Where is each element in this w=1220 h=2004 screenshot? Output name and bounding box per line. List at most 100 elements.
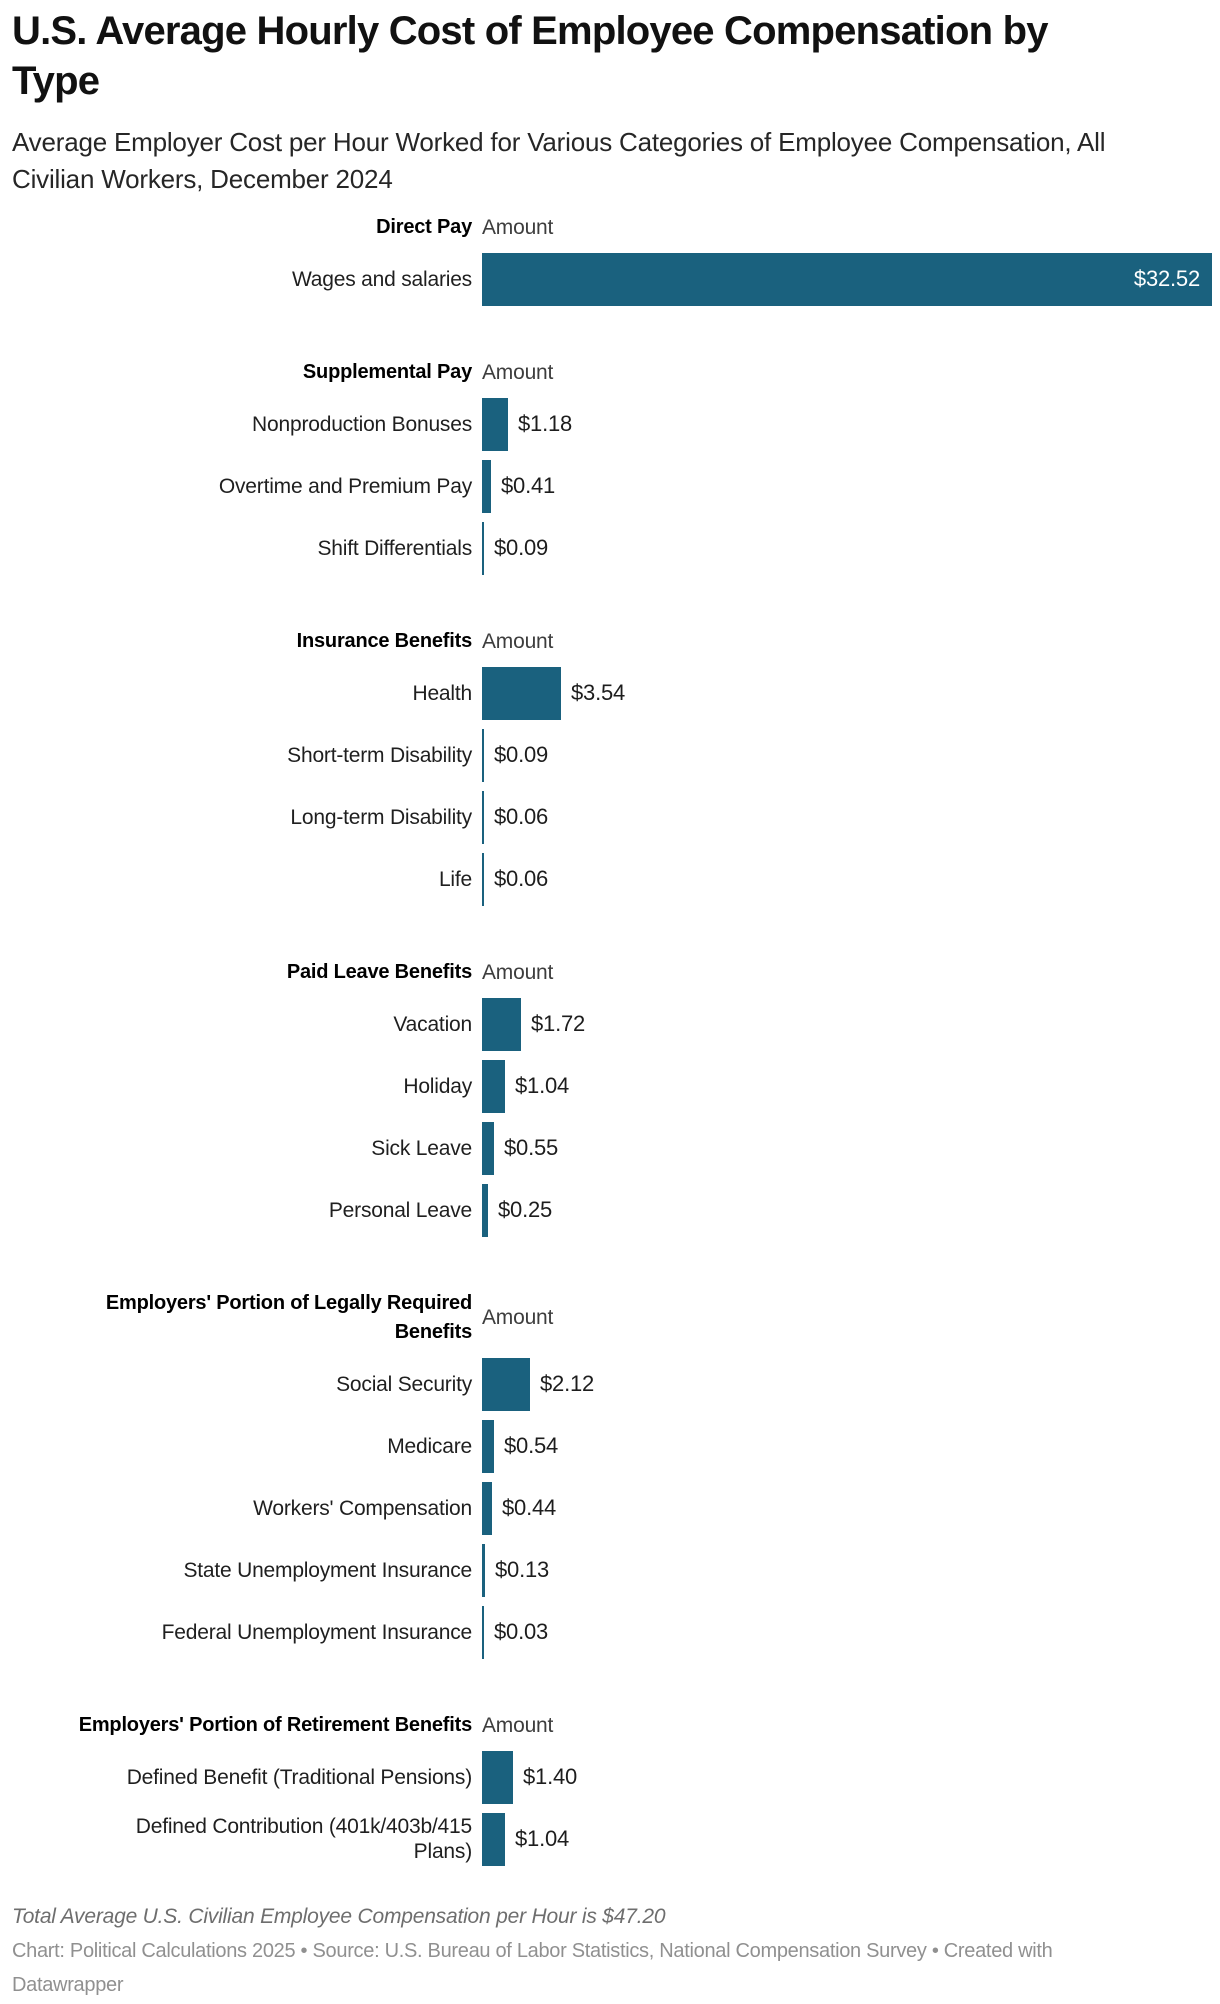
row-label: Defined Benefit (Traditional Pensions) xyxy=(126,1765,473,1789)
group-header-row: Employers' Portion of Legally Required B… xyxy=(0,1289,1220,1347)
value-label: $0.41 xyxy=(501,473,556,498)
group-header: Paid Leave Benefits xyxy=(286,961,472,983)
row-label: Holiday xyxy=(403,1074,472,1098)
value-label: $0.13 xyxy=(495,1557,550,1582)
bar-row: Federal Unemployment Insurance $0.03 xyxy=(0,1601,1220,1663)
group-header-row: Supplemental Pay Amount xyxy=(0,358,1220,387)
bar xyxy=(482,1183,488,1237)
row-label: Shift Differentials xyxy=(317,536,472,560)
bar xyxy=(482,666,561,720)
value-label: $0.09 xyxy=(494,742,549,767)
bar xyxy=(482,1750,513,1804)
bar-row: Wages and salaries $32.52 xyxy=(0,248,1220,310)
group-header: Employers' Portion of Legally Required B… xyxy=(105,1292,472,1343)
group-header: Supplemental Pay xyxy=(302,361,472,383)
row-label: Personal Leave xyxy=(328,1198,472,1222)
bar-area: $0.41 xyxy=(482,459,1220,513)
bar-area: $0.13 xyxy=(482,1543,1220,1597)
row-label: Health xyxy=(412,681,472,705)
bar-area: $0.44 xyxy=(482,1481,1220,1535)
value-label: $0.03 xyxy=(494,1619,549,1644)
bar-row: Holiday $1.04 xyxy=(0,1055,1220,1117)
group-header-row: Employers' Portion of Retirement Benefit… xyxy=(0,1711,1220,1740)
bar-area: $0.54 xyxy=(482,1419,1220,1473)
bar-row: Nonproduction Bonuses $1.18 xyxy=(0,393,1220,455)
value-label: $1.04 xyxy=(515,1826,570,1851)
row-label: State Unemployment Insurance xyxy=(183,1558,472,1582)
value-label: $0.09 xyxy=(494,535,549,560)
bar-area: $0.09 xyxy=(482,728,1220,782)
bar-row: State Unemployment Insurance $0.13 xyxy=(0,1539,1220,1601)
row-label: Defined Contribution (401k/403b/415 Plan… xyxy=(135,1815,472,1863)
bar-row: Sick Leave $0.55 xyxy=(0,1117,1220,1179)
bar xyxy=(482,1059,505,1113)
bar-area: $0.03 xyxy=(482,1605,1220,1659)
chart-subtitle: Average Employer Cost per Hour Worked fo… xyxy=(12,127,1106,194)
value-label: $0.06 xyxy=(494,866,549,891)
amount-column-header: Amount xyxy=(482,360,554,384)
value-label: $1.72 xyxy=(531,1011,586,1036)
bar-area: $1.72 xyxy=(482,997,1220,1051)
value-label: $0.55 xyxy=(504,1135,559,1160)
row-label: Workers' Compensation xyxy=(253,1496,472,1520)
bar xyxy=(482,521,484,575)
bar-area: $0.25 xyxy=(482,1183,1220,1237)
value-label: $1.40 xyxy=(523,1764,578,1789)
bar-area: $1.04 xyxy=(482,1812,1220,1866)
bar-area: $0.55 xyxy=(482,1121,1220,1175)
chart-group: Supplemental Pay Amount Nonproduction Bonu… xyxy=(0,358,1220,579)
chart-group: Employers' Portion of Retirement Benefit… xyxy=(0,1711,1220,1870)
bar-row: Short-term Disability $0.09 xyxy=(0,724,1220,786)
bar xyxy=(482,1543,485,1597)
bar xyxy=(482,1357,530,1411)
total-note: Total Average U.S. Civilian Employee Com… xyxy=(12,1905,666,1928)
row-label: Wages and salaries xyxy=(291,267,472,291)
bar xyxy=(482,1481,492,1535)
row-label: Nonproduction Bonuses xyxy=(252,412,472,436)
value-label: $0.54 xyxy=(504,1433,559,1458)
row-label: Social Security xyxy=(336,1372,472,1396)
chart-group: Insurance Benefits Amount Health $3.54 Short… xyxy=(0,627,1220,910)
value-label: $2.12 xyxy=(540,1371,595,1396)
bar-area: $0.06 xyxy=(482,790,1220,844)
row-label: Medicare xyxy=(387,1434,472,1458)
bar-area: $3.54 xyxy=(482,666,1220,720)
bar xyxy=(482,852,484,906)
row-label: Federal Unemployment Insurance xyxy=(161,1620,473,1644)
bar xyxy=(482,459,491,513)
group-header: Insurance Benefits xyxy=(296,630,473,652)
bar xyxy=(482,728,484,782)
bar-area: $32.52 xyxy=(482,252,1220,306)
group-header-row: Direct Pay Amount xyxy=(0,213,1220,242)
chart-groups: Direct Pay Amount Wages and salaries $32.52… xyxy=(0,213,1220,1870)
value-label: $1.18 xyxy=(518,411,573,436)
bar-row: Workers' Compensation $0.44 xyxy=(0,1477,1220,1539)
bar xyxy=(482,397,508,451)
row-label: Life xyxy=(438,867,472,891)
attribution-line: Chart: Political Calculations 2025 • Sou… xyxy=(12,1940,1053,1996)
value-label: $0.06 xyxy=(494,804,549,829)
bar xyxy=(482,1812,505,1866)
bar-area: $1.18 xyxy=(482,397,1220,451)
group-header: Employers' Portion of Retirement Benefit… xyxy=(78,1714,472,1736)
chart-group: Paid Leave Benefits Amount Vacation $1.72 Ho… xyxy=(0,958,1220,1241)
bar-area: $2.12 xyxy=(482,1357,1220,1411)
value-label: $0.25 xyxy=(498,1197,553,1222)
amount-column-header: Amount xyxy=(482,1713,554,1737)
bar-row: Defined Benefit (Traditional Pensions) $1… xyxy=(0,1746,1220,1808)
page-title: U.S. Average Hourly Cost of Employee Com… xyxy=(12,9,1048,103)
amount-column-header: Amount xyxy=(482,960,554,984)
amount-column-header: Amount xyxy=(482,215,554,239)
chart-group: Employers' Portion of Legally Required B… xyxy=(0,1289,1220,1663)
bar xyxy=(482,790,484,844)
chart-group: Direct Pay Amount Wages and salaries $32.52 xyxy=(0,213,1220,310)
bar-row: Health $3.54 xyxy=(0,662,1220,724)
row-label: Sick Leave xyxy=(371,1136,472,1160)
value-label: $3.54 xyxy=(571,680,626,705)
chart-footer: Total Average U.S. Civilian Employee Com… xyxy=(12,1902,1208,2002)
bar-row: Shift Differentials $0.09 xyxy=(0,517,1220,579)
bar-row: Defined Contribution (401k/403b/415 Plan… xyxy=(0,1808,1220,1870)
row-label: Vacation xyxy=(393,1012,472,1036)
group-header-row: Paid Leave Benefits Amount xyxy=(0,958,1220,987)
bar xyxy=(482,1121,494,1175)
